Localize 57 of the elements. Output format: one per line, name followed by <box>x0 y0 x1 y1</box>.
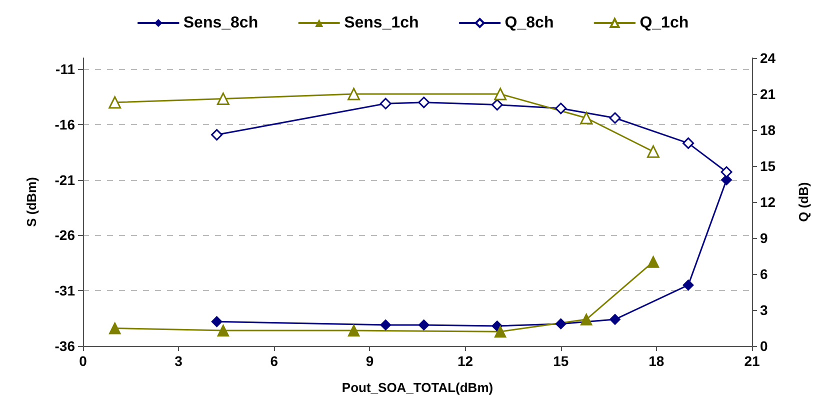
legend-label: Q_8ch <box>504 14 554 32</box>
y2-tick-label: 9 <box>760 230 768 246</box>
point <box>418 319 430 330</box>
y2-tick-label: 0 <box>760 338 768 354</box>
point <box>418 96 430 108</box>
y-axis-title: S (dBm) <box>24 177 39 227</box>
point <box>108 96 122 109</box>
point <box>646 145 660 158</box>
legend-label: Sens_1ch <box>344 14 419 32</box>
y-tick-label: -26 <box>54 227 76 244</box>
point <box>580 313 592 326</box>
x-tick-label: 3 <box>174 353 183 369</box>
y2-tick-label: 18 <box>760 122 776 138</box>
y-tick-label: -11 <box>56 61 76 78</box>
point <box>380 319 392 330</box>
x-axis-title: Pout_SOA_TOTAL(dBm) <box>342 380 494 395</box>
y-tick-label: -21 <box>54 172 76 188</box>
x-tick-label: 12 <box>457 353 474 369</box>
point <box>609 112 621 124</box>
point <box>494 326 506 338</box>
point <box>348 88 360 100</box>
point <box>555 318 566 330</box>
point <box>108 322 121 334</box>
y2-tick-label: 3 <box>760 302 768 318</box>
y2-tick-label: 24 <box>760 50 776 66</box>
x-tick-label: 0 <box>79 353 88 369</box>
x-tick-label: 18 <box>648 353 664 369</box>
y-tick-label: -31 <box>54 282 76 299</box>
point <box>492 320 503 332</box>
point <box>491 99 503 111</box>
point <box>610 314 621 325</box>
y2-axis-title: Q (dB) <box>796 182 811 222</box>
x-tick-label: 6 <box>270 353 278 369</box>
y-tick-label: -16 <box>54 116 76 132</box>
point <box>647 256 660 268</box>
x-tick-label: 9 <box>366 353 374 369</box>
point <box>211 316 222 328</box>
point <box>348 324 360 336</box>
y2-tick-label: 6 <box>760 266 768 282</box>
point <box>555 102 567 114</box>
point <box>720 166 732 178</box>
point <box>580 112 593 124</box>
point <box>217 324 230 336</box>
y2-tick-label: 21 <box>760 86 776 102</box>
x-tick-label: 15 <box>553 353 569 369</box>
point <box>494 88 507 100</box>
y-tick-label: -36 <box>54 338 76 354</box>
point <box>211 129 223 141</box>
legend-label: Q_1ch <box>640 14 689 32</box>
y2-tick-label: 15 <box>760 158 776 174</box>
point <box>682 280 694 291</box>
y2-tick-label: 12 <box>760 194 776 210</box>
legend-label: Sens_8ch <box>183 14 258 32</box>
point <box>216 92 230 106</box>
point <box>380 98 392 110</box>
x-tick-label: 21 <box>744 353 760 369</box>
point <box>682 137 694 149</box>
